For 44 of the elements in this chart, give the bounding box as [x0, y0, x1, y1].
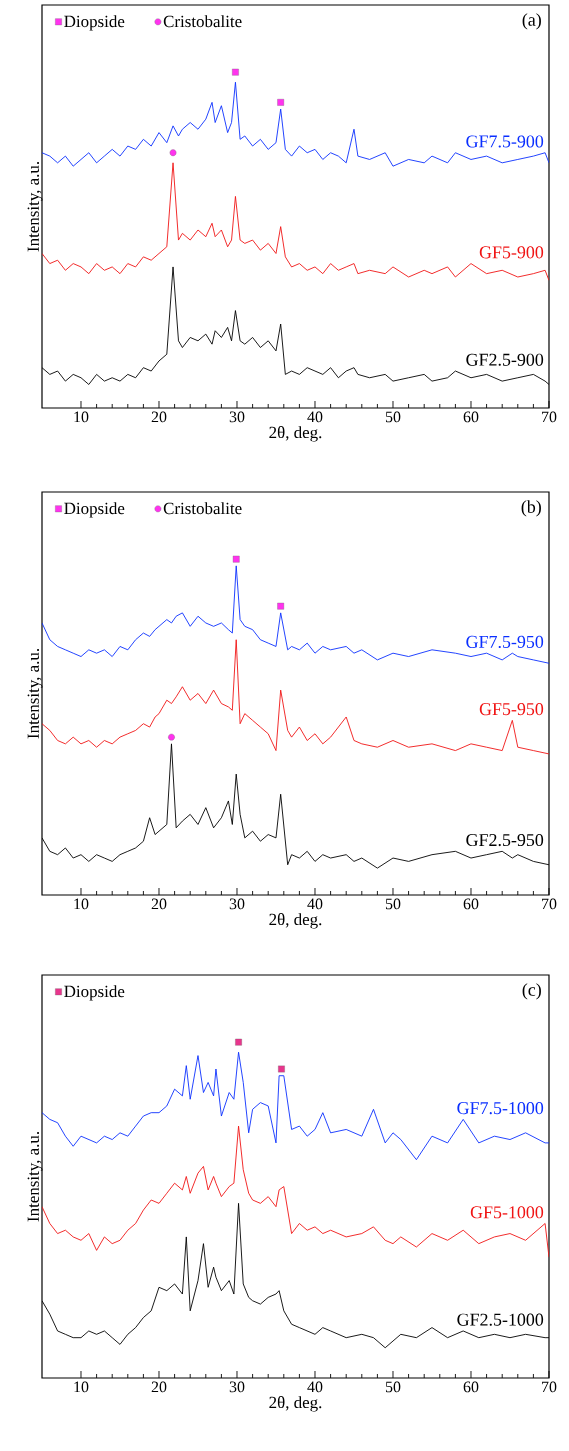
series-label: GF7.5-950	[466, 635, 544, 648]
x-tick-label: 20	[151, 411, 167, 423]
x-axis-title: 2θ, deg.	[269, 913, 322, 929]
series-label: GF7.5-900	[466, 135, 544, 148]
x-tick-label: 50	[385, 1381, 401, 1393]
chart-title: (c)	[522, 983, 541, 1000]
x-tick-label: 40	[307, 1381, 323, 1393]
x-tick-label: 20	[151, 898, 167, 910]
series-label: GF5-900	[479, 246, 544, 259]
x-tick-label: 70	[542, 411, 557, 423]
series-label: GF2.5-1000	[457, 1313, 544, 1326]
x-tick-label: 60	[463, 411, 479, 423]
x-tick-label: 10	[74, 411, 89, 423]
series-label: GF2.5-900	[466, 353, 544, 366]
x-tick-label: 60	[463, 1381, 479, 1393]
x-tick-label: 30	[229, 411, 245, 423]
legend-label: Diopside	[64, 15, 125, 31]
legend-label: Cristobalite	[163, 15, 242, 28]
x-tick-label: 50	[385, 411, 401, 423]
x-tick-label: 50	[385, 898, 401, 910]
series-label: GF5-1000	[470, 1206, 544, 1219]
x-tick-label: 60	[463, 898, 479, 910]
x-tick-label: 70	[542, 898, 557, 910]
legend-label: Diopside	[64, 502, 125, 518]
series-label: GF7.5-1000	[457, 1102, 544, 1115]
y-axis-title: Intensity, a.u.	[27, 649, 43, 739]
x-tick-label: 30	[229, 1381, 245, 1393]
series-label: GF2.5-950	[466, 833, 544, 847]
y-axis-title: Intensity, a.u.	[27, 162, 43, 252]
x-axis-title: 2θ, deg.	[269, 426, 322, 442]
x-tick-label: 20	[151, 1381, 167, 1393]
x-tick-label: 70	[542, 1381, 557, 1393]
chart-title: (b)	[521, 500, 541, 517]
x-tick-label: 10	[74, 898, 89, 910]
x-tick-label: 40	[307, 411, 323, 423]
legend-label: Cristobalite	[163, 502, 242, 515]
chart-title: (a)	[522, 13, 541, 30]
x-tick-label: 10	[74, 1381, 89, 1393]
x-axis-title: 2θ, deg.	[269, 1396, 322, 1412]
legend-label: Diopside	[64, 985, 125, 1001]
y-axis-title: Intensity, a.u.	[27, 1132, 43, 1222]
x-tick-label: 30	[229, 898, 245, 910]
series-label: GF5-950	[479, 703, 544, 716]
x-tick-label: 40	[307, 898, 323, 910]
